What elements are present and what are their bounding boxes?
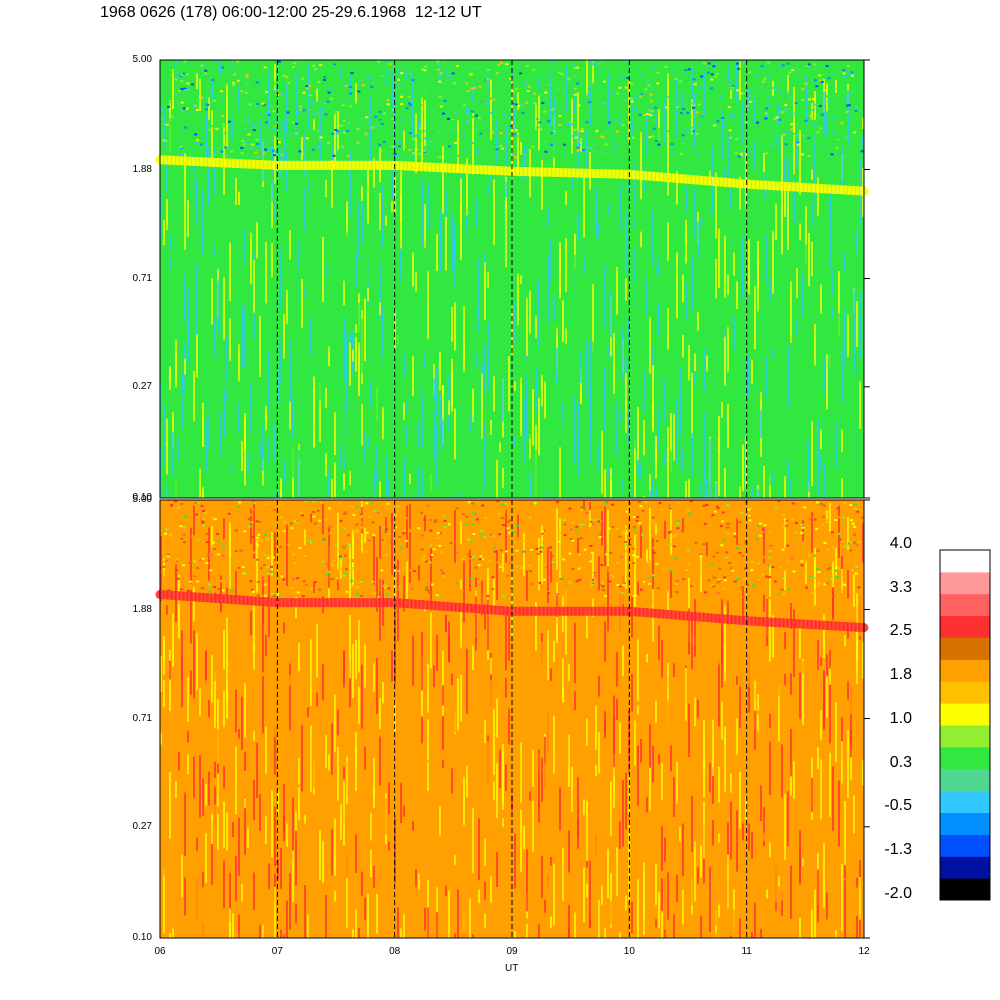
x-tick-label: 09 bbox=[506, 946, 518, 957]
y-tick-label: 0.71 bbox=[132, 712, 152, 724]
x-tick-label: 08 bbox=[389, 946, 401, 957]
y-tick-label: 0.71 bbox=[132, 272, 152, 284]
colorbar-swatch bbox=[940, 681, 990, 704]
colorbar-label: 2.5 bbox=[889, 622, 912, 640]
colorbar-swatch bbox=[940, 856, 990, 879]
x-tick-label: 11 bbox=[741, 946, 752, 957]
y-tick-label: 5.00 bbox=[132, 494, 152, 505]
y-tick-label: 0.10 bbox=[132, 932, 152, 943]
x-tick-label: 07 bbox=[271, 946, 283, 957]
colorbar-swatch bbox=[940, 571, 990, 595]
colorbar-swatch bbox=[940, 746, 990, 770]
y-tick-label: 1.88 bbox=[132, 163, 152, 175]
colorbar-swatch bbox=[940, 725, 990, 748]
colorbar-swatch bbox=[940, 615, 990, 638]
y-tick-label: 0.27 bbox=[132, 380, 152, 392]
colorbar-swatch bbox=[940, 593, 990, 617]
texture-speckle bbox=[160, 60, 864, 159]
colorbar-swatch bbox=[940, 703, 990, 726]
colorbar-label: 0.3 bbox=[889, 753, 912, 771]
colorbar-label: 1.8 bbox=[889, 666, 912, 684]
colorbar-label: 3.3 bbox=[889, 578, 912, 596]
y-tick-label: 5.00 bbox=[132, 54, 152, 65]
colorbar-swatch bbox=[940, 637, 990, 660]
x-tick-label: 10 bbox=[623, 946, 635, 957]
colorbar-swatch bbox=[940, 834, 990, 857]
colorbar-swatch bbox=[940, 812, 990, 835]
chart-title: 1968 0626 (178) 06:00-12:00 25-29.6.1968… bbox=[100, 4, 482, 21]
colorbar-label: -2.0 bbox=[884, 884, 912, 902]
colorbar-swatch bbox=[940, 550, 990, 573]
colorbar-label: -0.5 bbox=[884, 797, 912, 815]
texture-streaks bbox=[160, 500, 864, 938]
x-tick-label: 06 bbox=[154, 946, 166, 957]
colorbar-swatch bbox=[940, 659, 990, 682]
colorbar-label: 4.0 bbox=[889, 535, 912, 552]
x-axis-label: UT bbox=[505, 963, 519, 974]
colorbar-swatch bbox=[940, 878, 990, 901]
colorbar-frame bbox=[939, 549, 991, 901]
colorbar-label: 1.0 bbox=[889, 709, 912, 727]
y-tick-label: 1.88 bbox=[132, 603, 152, 615]
x-tick-label: 12 bbox=[858, 946, 870, 957]
colorbar-label: -1.3 bbox=[884, 840, 912, 858]
y-tick-label: 0.10 bbox=[132, 492, 152, 503]
colorbar-swatch bbox=[940, 768, 990, 792]
y-tick-label: 0.27 bbox=[132, 820, 152, 832]
texture-speckle bbox=[160, 500, 864, 599]
colorbar-swatch bbox=[940, 790, 990, 813]
